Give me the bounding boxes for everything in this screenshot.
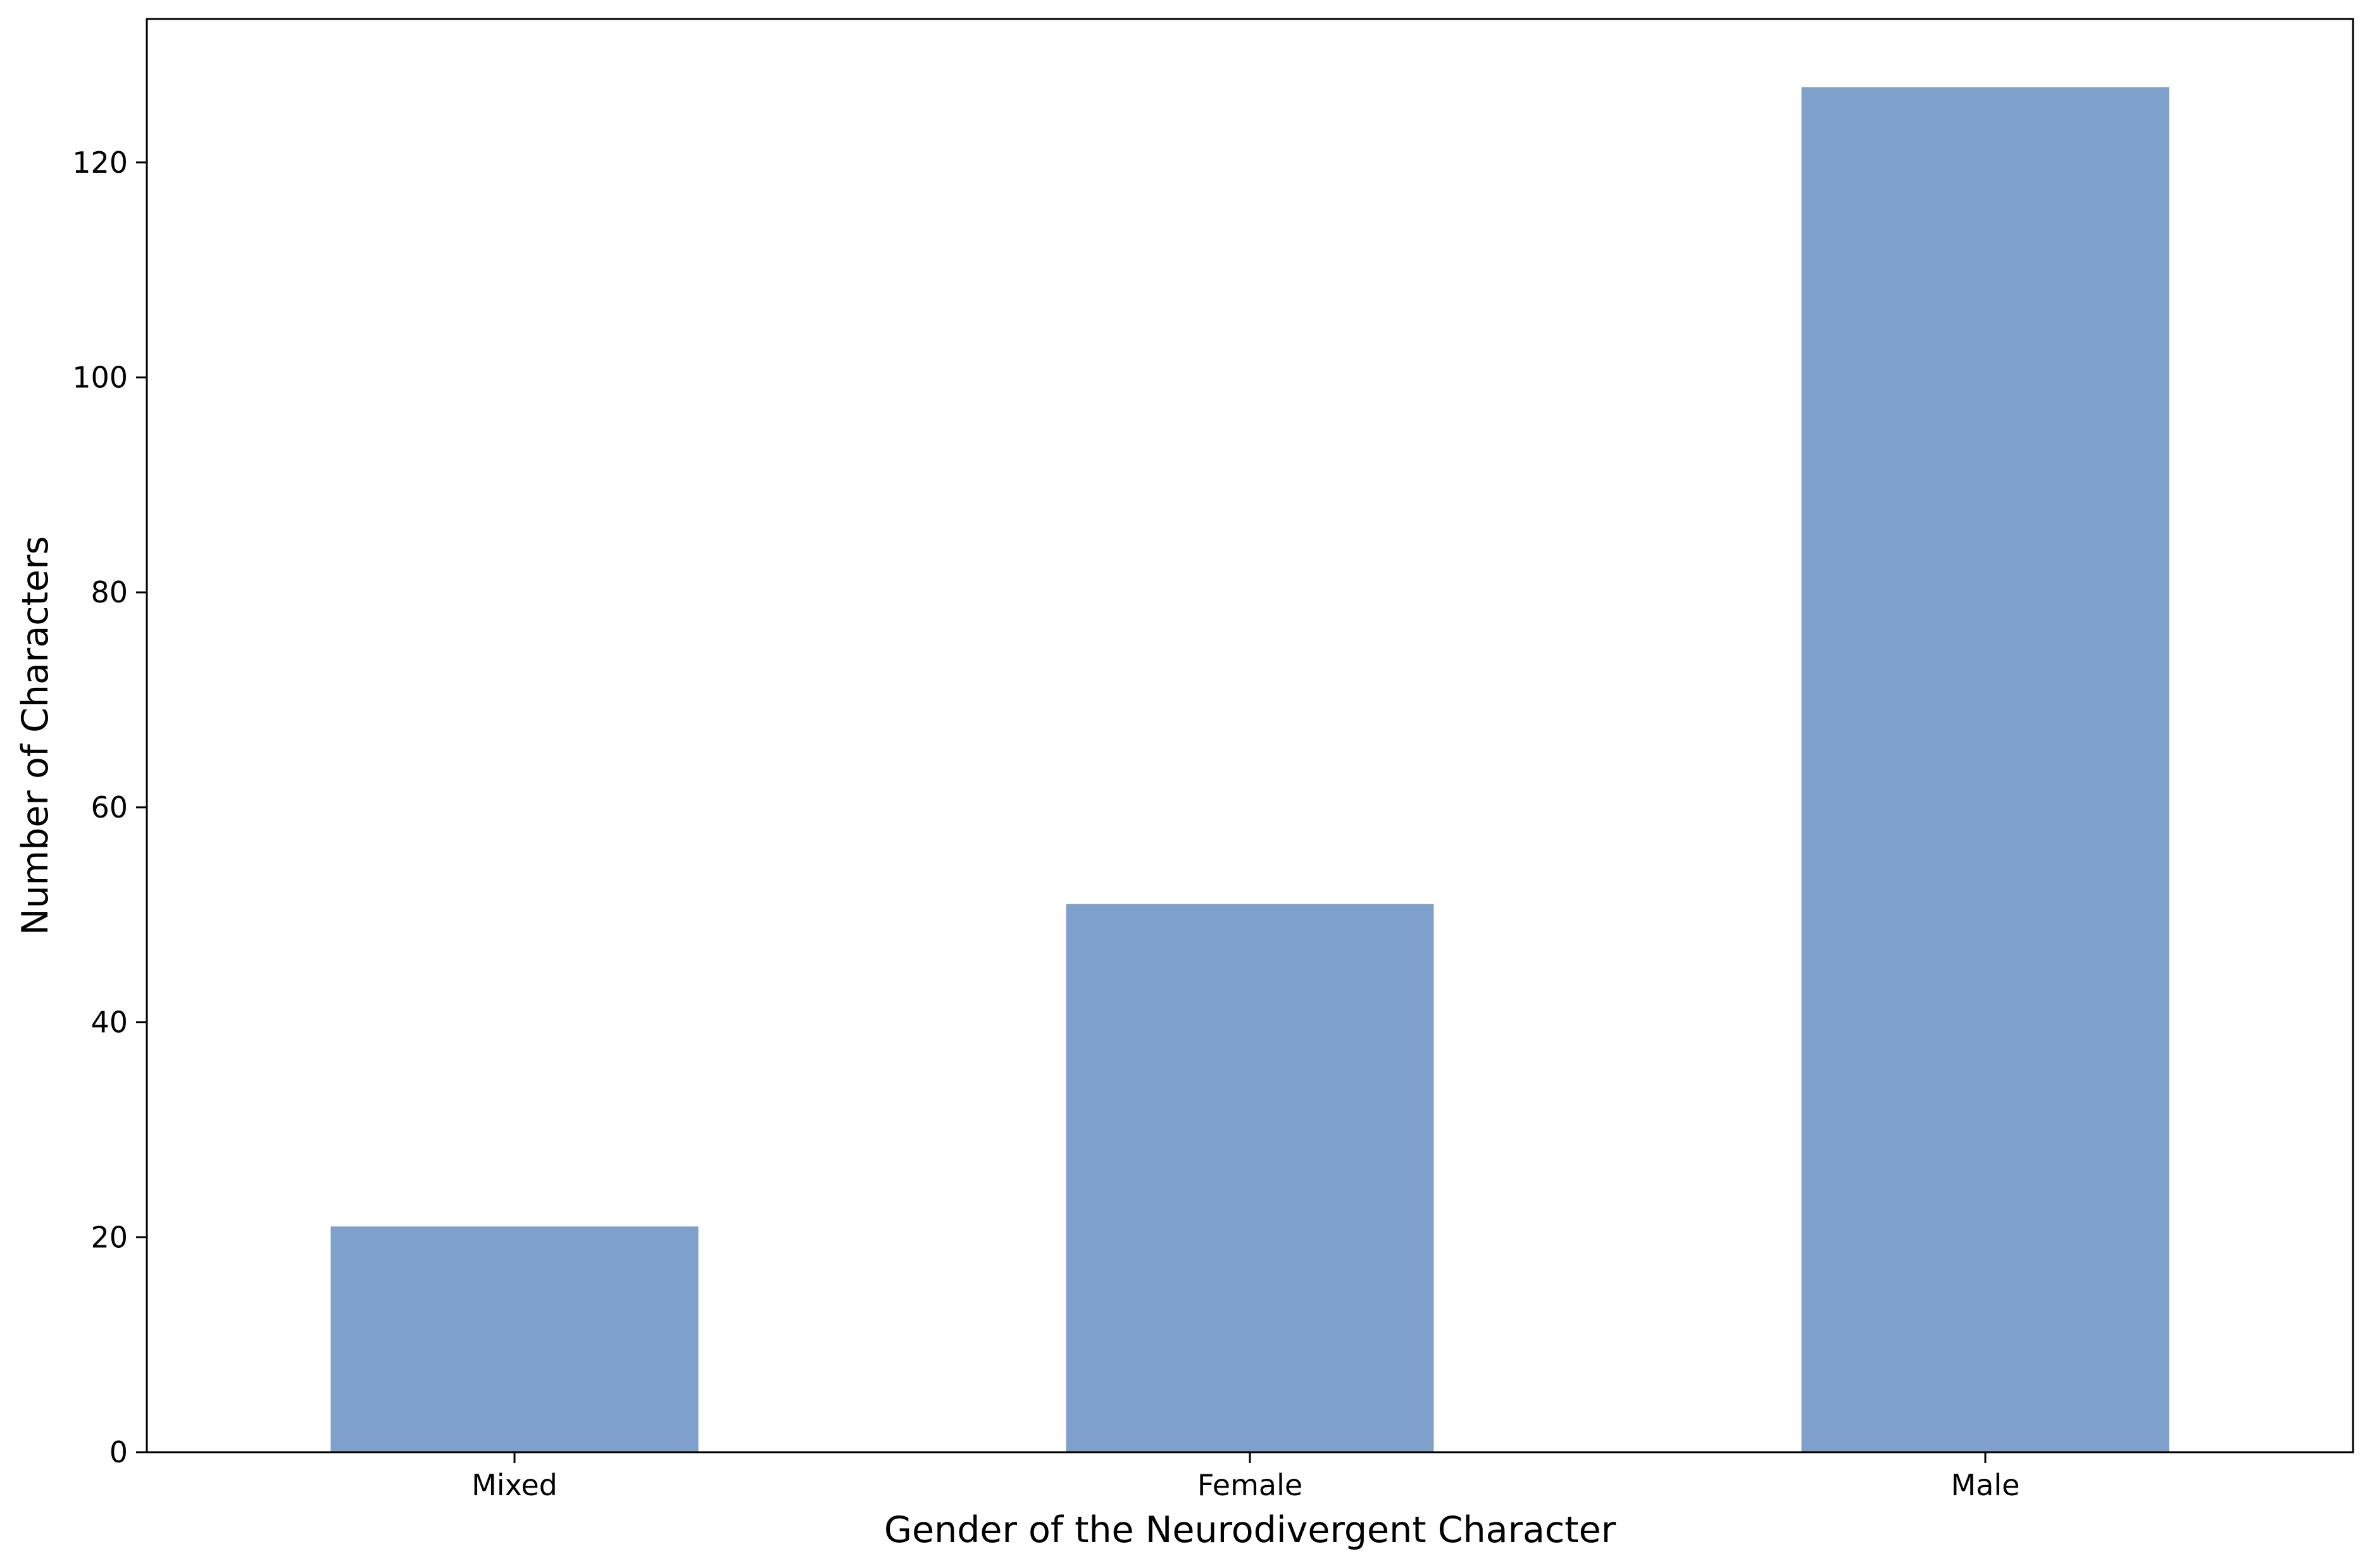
y-tick-label: 40 [91, 1005, 128, 1040]
bar-female [1066, 904, 1434, 1452]
y-tick-label: 60 [91, 790, 128, 824]
y-axis-ticks: 0 20 40 60 80 100 120 [72, 146, 147, 1469]
bar-male [1801, 87, 2169, 1452]
bars-group [330, 87, 2169, 1452]
x-axis-ticks: Mixed Female Male [471, 1452, 2019, 1502]
bar-mixed [330, 1226, 699, 1452]
y-tick-label: 80 [91, 575, 128, 609]
x-tick-label: Female [1197, 1468, 1302, 1502]
plot-frame [146, 18, 2354, 1453]
y-axis-title: Number of Characters [15, 536, 56, 935]
y-tick-label: 20 [91, 1220, 128, 1254]
x-tick-label: Male [1951, 1468, 2020, 1502]
x-tick-label: Mixed [471, 1468, 558, 1502]
x-axis-title: Gender of the Neurodivergent Character [884, 1509, 1616, 1551]
y-tick-label: 120 [72, 146, 128, 180]
y-tick-label: 0 [109, 1435, 128, 1469]
y-tick-label: 100 [72, 360, 128, 394]
